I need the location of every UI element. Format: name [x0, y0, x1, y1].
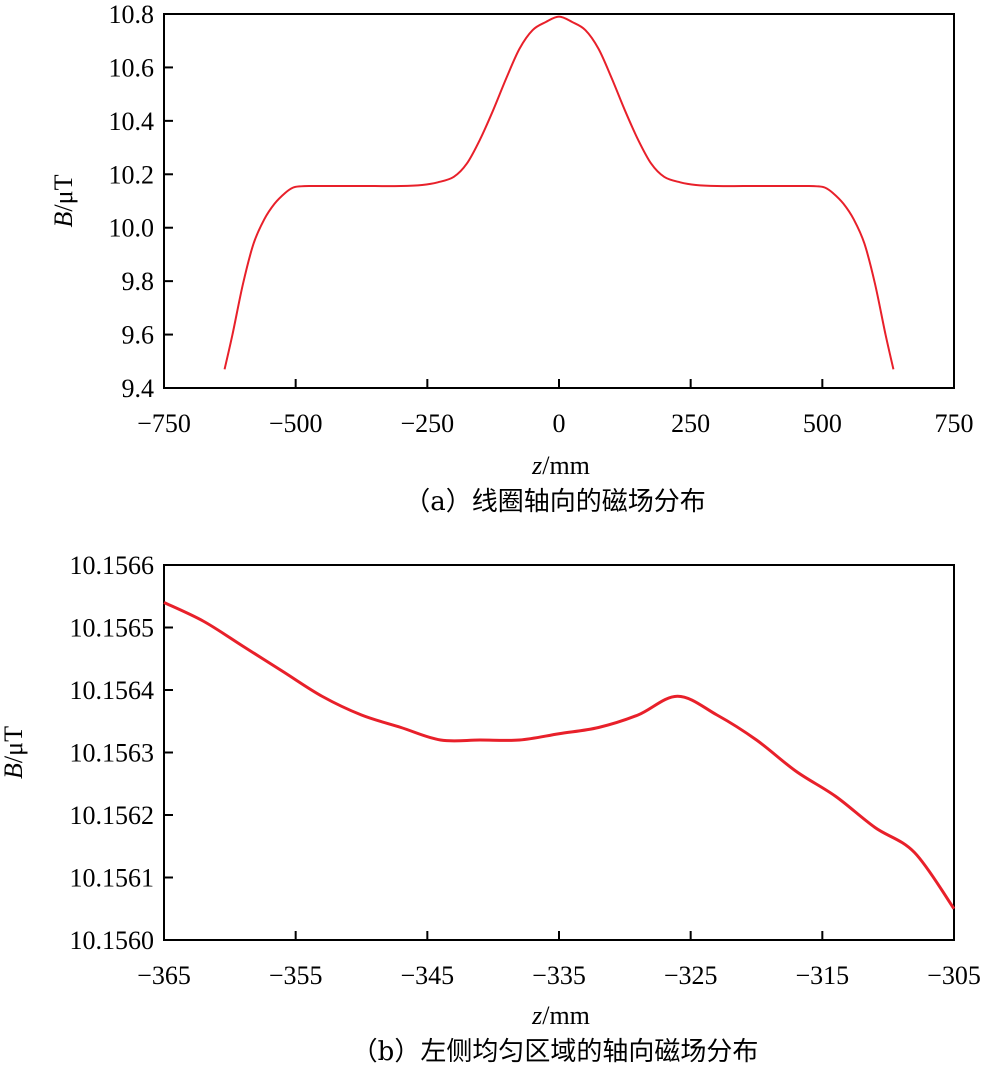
- panel-b-y-tick-label: 10.1560: [70, 926, 155, 955]
- panel-a-y-tick-label: 10.4: [109, 107, 155, 136]
- panel-a-x-tick-label: 500: [803, 409, 842, 438]
- panel-a-x-tick-label: −250: [400, 409, 454, 438]
- panel-a-x-axis-label: z/mm: [531, 451, 590, 480]
- panel-a-y-tick-label: 9.4: [122, 374, 155, 403]
- panel-a-y-axis-var: B: [49, 211, 78, 227]
- panel-b-x-tick-label: −365: [137, 961, 191, 990]
- panel-a-y-axis-label: B/μT: [49, 174, 78, 227]
- panel-b-field-curve: [163, 601, 956, 910]
- panel-b-y-tick-label: 10.1561: [70, 864, 155, 893]
- panel-b-y-axis-unit: /μT: [0, 726, 28, 763]
- panel-a-plot-frame: [163, 13, 955, 389]
- panel-a-x-tick-label: 0: [553, 409, 566, 438]
- panel-a-x-tick-label: −500: [269, 409, 323, 438]
- panel-a-field-curve: [223, 15, 895, 370]
- panel-b-y-ticks: 10.1560 10.1561 10.1562 10.1563 10.1564 10.15…: [70, 551, 173, 955]
- panel-a-y-axis-unit: /μT: [49, 174, 78, 211]
- panel-b-y-tick-label: 10.1563: [70, 739, 155, 768]
- panel-b-x-tick-label: −335: [532, 961, 586, 990]
- panel-b-x-tick-label: −325: [664, 961, 718, 990]
- panel-a-axial-field: −750 −500 −250 0 250 500 750 9.4 9.6 9.8 10.0 10.2…: [49, 0, 974, 517]
- panel-b-x-axis-var: z: [531, 1001, 542, 1030]
- panel-b-y-tick-label: 10.1566: [70, 551, 155, 580]
- panel-a-y-tick-label: 9.8: [122, 267, 155, 296]
- panel-a-x-axis-unit: /mm: [542, 451, 590, 480]
- panel-b-y-tick-label: 10.1564: [70, 676, 155, 705]
- panel-a-caption: （a）线圈轴向的磁场分布: [404, 487, 706, 517]
- panel-a-y-tick-label: 10.8: [109, 0, 155, 29]
- panel-b-y-axis-var: B: [0, 763, 28, 779]
- panel-b-y-axis-label: B/μT: [0, 726, 28, 779]
- panel-a-y-tick-label: 10.0: [109, 214, 155, 243]
- panel-a-x-tick-label: 750: [935, 409, 974, 438]
- panel-b-x-tick-label: −305: [927, 961, 981, 990]
- panel-a-y-tick-label: 10.2: [109, 160, 155, 189]
- panel-b-plot-frame: [163, 564, 955, 941]
- panel-a-x-ticks: −750 −500 −250 0 250 500 750: [137, 379, 974, 438]
- panel-b-x-axis-label: z/mm: [531, 1001, 590, 1030]
- panel-a-x-tick-label: 250: [671, 409, 710, 438]
- panel-a-y-tick-label: 10.6: [109, 53, 155, 82]
- panel-b-x-tick-label: −355: [269, 961, 323, 990]
- panel-a-y-ticks: 9.4 9.6 9.8 10.0 10.2 10.4 10.6 10.8: [109, 0, 173, 403]
- panel-a-x-tick-label: −750: [137, 409, 191, 438]
- panel-b-x-axis-unit: /mm: [542, 1001, 590, 1030]
- panel-b-x-tick-label: −315: [795, 961, 849, 990]
- panel-a-x-axis-var: z: [531, 451, 542, 480]
- panel-b-caption: （b）左侧均匀区域的轴向磁场分布: [352, 1037, 759, 1066]
- panel-b-x-ticks: −365 −355 −345 −335 −325 −315 −305: [137, 931, 981, 990]
- panel-b-y-tick-label: 10.1565: [70, 614, 155, 643]
- panel-b-left-uniform-field: −365 −355 −345 −335 −325 −315 −305 10.156010.1…: [0, 551, 981, 1066]
- panel-b-y-tick-label: 10.1562: [70, 801, 155, 830]
- panel-a-y-tick-label: 9.6: [122, 321, 155, 350]
- panel-b-x-tick-label: −345: [400, 961, 454, 990]
